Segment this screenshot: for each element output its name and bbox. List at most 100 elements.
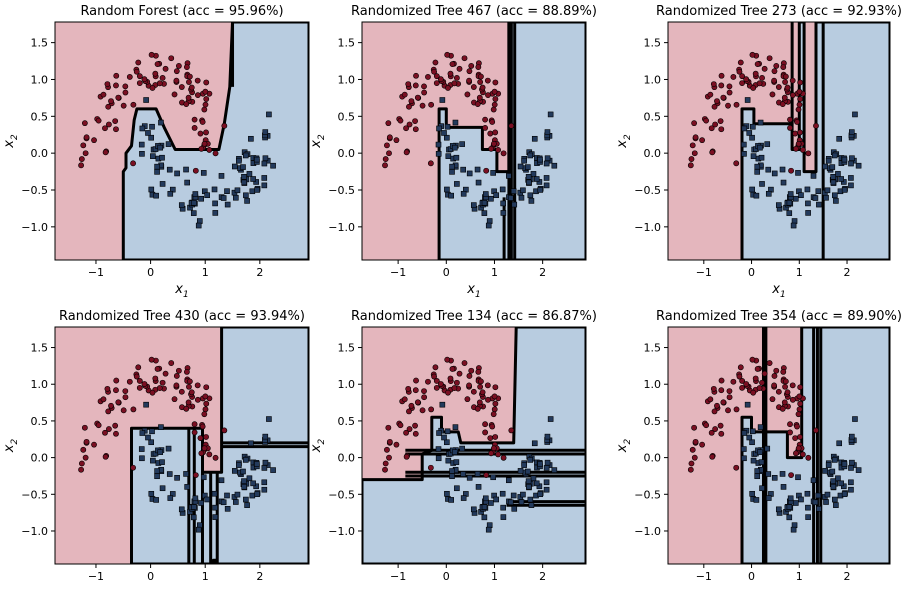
class0-point <box>136 378 143 384</box>
x-tick-label: 0 <box>443 266 450 279</box>
class1-point <box>775 506 782 513</box>
class1-point <box>537 187 544 193</box>
subplot-title: Randomized Tree 273 (acc = 92.93%) <box>656 4 902 19</box>
class1-point <box>786 199 793 206</box>
class0-point <box>743 381 750 387</box>
x-axis-label-main: x <box>466 282 475 297</box>
class1-point <box>543 465 550 471</box>
x-tick-label: 2 <box>539 266 546 279</box>
class1-point <box>805 514 811 520</box>
class0-point <box>478 378 484 385</box>
y-axis-label-sub: 2 <box>317 134 327 140</box>
class1-point <box>500 210 507 216</box>
class0-point <box>703 117 710 124</box>
class0-point <box>794 423 800 430</box>
x-axis-label-sub: 1 <box>475 290 481 300</box>
class0-point <box>206 147 213 153</box>
class0-point <box>771 68 778 75</box>
class0-point <box>691 454 698 461</box>
class1-point <box>159 154 165 161</box>
class0-point <box>203 434 209 440</box>
class0-point <box>401 91 408 98</box>
class0-point <box>484 382 491 389</box>
class0-point <box>796 393 803 400</box>
class0-point <box>413 72 419 79</box>
class1-point <box>754 169 761 175</box>
class0-point <box>771 382 778 389</box>
class0-point <box>384 446 390 453</box>
class1-point <box>765 471 772 477</box>
class1-point <box>757 424 764 430</box>
class0-point <box>792 435 799 441</box>
class1-point <box>795 170 801 176</box>
class1-point <box>435 455 442 462</box>
class0-point <box>726 83 733 90</box>
class1-point <box>511 506 518 512</box>
class0-point <box>437 76 444 83</box>
class1-point <box>191 199 197 206</box>
class0-point <box>718 430 725 437</box>
class1-point <box>481 504 488 510</box>
y-tick-label: 1.0 <box>338 73 356 86</box>
class1-point <box>526 483 532 490</box>
class0-point <box>449 366 456 372</box>
class1-point <box>154 468 160 474</box>
plot-area <box>668 22 890 260</box>
class1-point <box>470 506 477 513</box>
axes-frame <box>361 326 587 565</box>
class0-point <box>813 122 819 129</box>
class1-point <box>838 480 844 487</box>
class0-point <box>691 150 698 157</box>
class1-point <box>810 173 817 179</box>
class1-point <box>220 195 227 201</box>
class1-point <box>148 490 155 497</box>
class1-point <box>848 182 854 189</box>
class1-point <box>435 446 442 452</box>
class0-point <box>168 55 175 62</box>
class0-point <box>95 117 102 124</box>
class0-point <box>787 429 793 436</box>
class0-point <box>405 385 412 392</box>
class1-point <box>746 434 753 441</box>
class1-point <box>262 433 269 440</box>
class0-point <box>492 384 499 391</box>
class1-point <box>241 174 247 180</box>
class0-point <box>797 79 804 86</box>
class1-point <box>855 162 862 169</box>
class1-point <box>759 485 765 492</box>
y-tick-label: −1.0 <box>21 525 48 538</box>
class0-point <box>726 394 733 401</box>
y-axis-label-main: x <box>309 140 324 149</box>
class1-point <box>191 504 197 510</box>
class0-point <box>739 80 746 87</box>
class0-point <box>197 435 204 441</box>
class1-point <box>224 492 230 499</box>
class1-point <box>824 491 831 498</box>
class1-point <box>481 514 488 521</box>
class1-point <box>543 175 550 181</box>
class0-point <box>199 423 206 430</box>
class1-point <box>779 166 786 173</box>
y-tick-label: 1.5 <box>644 37 662 50</box>
class0-point <box>495 451 501 458</box>
y-axis-label-sub: 2 <box>10 134 20 140</box>
class0-point <box>491 393 498 400</box>
class1-point <box>544 155 551 162</box>
class1-point <box>754 468 761 474</box>
class0-point <box>202 393 209 400</box>
y-tick-label: −1.0 <box>634 221 661 234</box>
class1-point <box>445 153 452 159</box>
class0-point <box>382 162 388 169</box>
class0-point <box>796 101 803 108</box>
class0-point <box>403 429 409 436</box>
class1-point <box>779 471 786 477</box>
class0-point <box>159 75 166 81</box>
y-tick-label: −0.5 <box>634 488 661 501</box>
class0-point <box>412 118 418 124</box>
class0-point <box>445 389 451 396</box>
y-tick-label: −1.0 <box>634 525 661 538</box>
class0-point <box>743 76 750 83</box>
class0-point <box>464 91 471 98</box>
class1-point <box>174 170 180 177</box>
class1-point <box>439 97 446 103</box>
